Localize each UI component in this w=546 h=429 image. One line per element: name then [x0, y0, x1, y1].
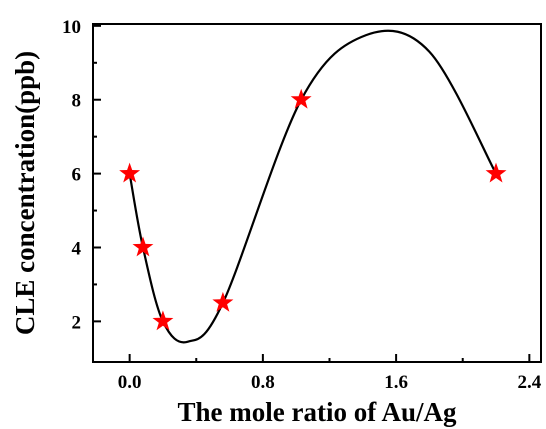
axis-ticks: [93, 24, 531, 362]
x-tick-label: 2.4: [517, 372, 541, 393]
data-point-star: [212, 291, 234, 312]
y-axis-label: CLE concentration(ppb): [10, 51, 40, 335]
y-tick-label: 4: [72, 238, 82, 259]
data-point-star: [119, 162, 141, 183]
data-point-star: [485, 162, 507, 183]
data-point-star: [152, 310, 174, 331]
data-point-star: [132, 236, 154, 257]
y-tick-label: 10: [62, 17, 81, 38]
y-tick-label: 8: [72, 91, 82, 112]
plot-frame: [92, 23, 542, 363]
x-tick-label: 0.0: [118, 372, 142, 393]
data-point-star: [290, 88, 312, 109]
axis-tick-labels: 0.0 0.8 1.6 2.4 2 4 6 8 10: [62, 17, 542, 393]
x-tick-label: 1.6: [384, 372, 408, 393]
x-axis-label: The mole ratio of Au/Ag: [178, 397, 457, 427]
data-points: [119, 88, 507, 331]
y-tick-label: 2: [72, 312, 82, 333]
fit-curve: [128, 29, 497, 344]
x-tick-label: 0.8: [251, 372, 275, 393]
y-tick-label: 6: [72, 165, 82, 186]
